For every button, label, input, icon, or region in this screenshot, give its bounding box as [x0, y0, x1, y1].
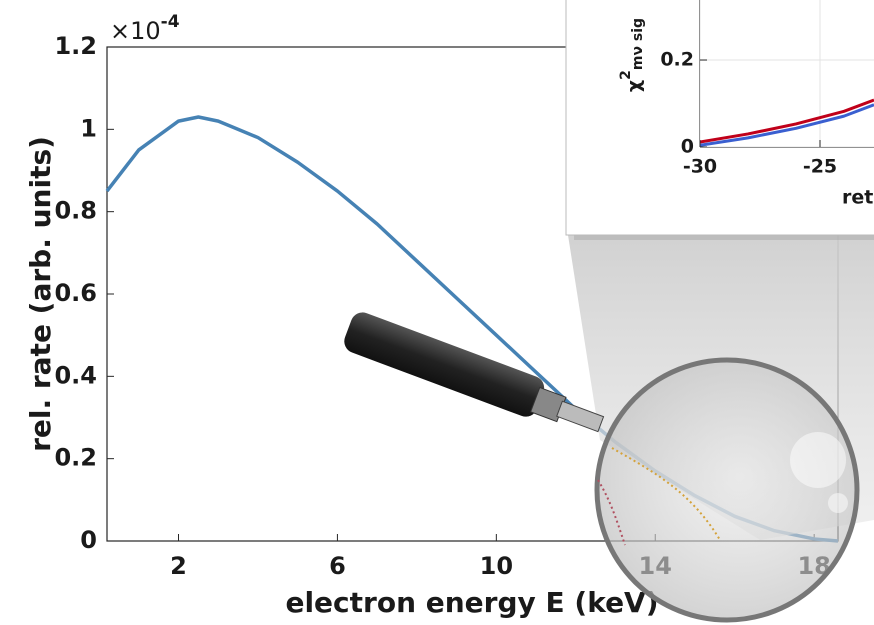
y-label-sup: 2 — [618, 70, 634, 80]
y-tick-label: 0.2 — [660, 49, 694, 71]
y-axis-label: rel. rate (arb. units) — [24, 136, 57, 452]
y-tick-label: 1 — [80, 114, 97, 142]
y-multiplier: ×10-4 — [110, 12, 180, 45]
magnifier-handle — [341, 309, 609, 443]
figure: rel. rate (arb. units) electron energy E… — [0, 0, 874, 625]
y-tick-label: 0 — [681, 136, 694, 158]
inset-x-label: ret — [842, 187, 873, 209]
x-axis-label: electron energy E (keV) — [285, 586, 658, 619]
inset-chart: χ2mν sig ret 0 0.2 -30 -25 — [566, 0, 874, 240]
y-label-symbol: χ — [623, 80, 645, 92]
x-tick-label: 2 — [170, 552, 187, 580]
inset-panel — [566, 0, 874, 235]
y-tick-label: 0.4 — [54, 361, 97, 389]
x-tick-label: 6 — [329, 552, 346, 580]
lens-glare — [790, 432, 846, 488]
y-tick-label: 0.6 — [54, 279, 97, 307]
y-tick-label: 0 — [80, 526, 97, 554]
multiplier-base: ×10 — [110, 17, 161, 45]
y-tick-label: 0.8 — [54, 197, 97, 225]
y-tick-label: 0.2 — [54, 444, 97, 472]
lens — [597, 360, 857, 620]
lens-glare — [828, 493, 848, 513]
y-tick-label: 1.2 — [54, 32, 97, 60]
multiplier-exponent: -4 — [161, 12, 180, 32]
x-tick-label: 10 — [480, 552, 513, 580]
x-tick-label: -30 — [683, 156, 717, 178]
x-tick-label: -25 — [803, 156, 837, 178]
y-label-sub: mν sig — [630, 18, 646, 70]
